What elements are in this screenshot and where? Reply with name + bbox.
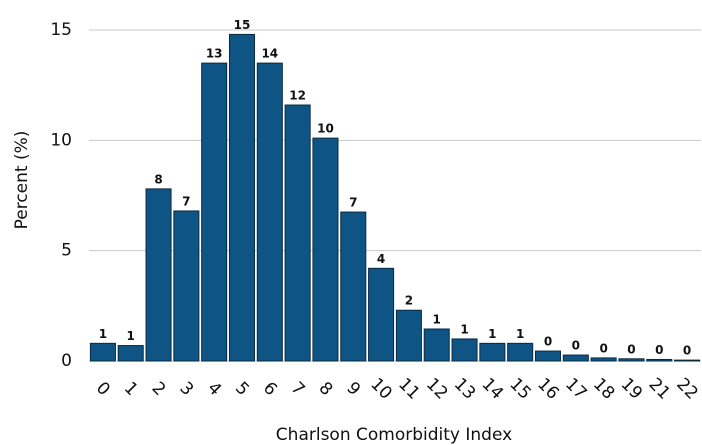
bar [145,188,172,362]
x-tick-label: 2 [148,378,170,400]
x-tick-label: 9 [342,378,364,400]
value-label: 1 [488,327,496,341]
x-tick-label: 16 [533,374,562,403]
bar [117,345,144,362]
x-tick-label: 15 [505,374,534,403]
bar [368,267,395,362]
value-label: 15 [234,18,251,32]
y-tick-label: 5 [61,241,72,261]
x-tick-label: 0 [92,378,114,400]
x-tick-label: 4 [203,378,225,400]
bar [173,210,200,362]
bar [340,211,367,362]
x-tick-label: 12 [422,374,451,403]
x-tick-label: 11 [394,374,423,403]
value-label: 0 [655,343,663,357]
x-tick-label: 17 [561,374,590,403]
bar [674,359,701,362]
bar [284,104,311,362]
x-tick-label: 7 [287,378,309,400]
value-label: 0 [627,342,635,356]
x-tick-label: 19 [617,374,646,403]
bar [423,328,450,362]
value-label: 1 [99,327,107,341]
bar [451,338,478,362]
bar [618,358,645,362]
value-label: 14 [261,47,278,61]
x-tick-label: 8 [315,378,337,400]
y-axis-title: Percent (%) [12,131,32,230]
bar [201,62,228,362]
y-tick-label: 15 [50,20,72,40]
x-tick-label: 21 [645,374,674,403]
x-tick-label: 5 [231,378,253,400]
bar [89,342,116,362]
value-label: 0 [599,341,607,355]
y-tick-label: 0 [61,351,72,371]
value-label: 4 [377,252,385,266]
value-label: 7 [349,196,357,210]
x-tick-label: 3 [175,378,197,400]
x-tick-label: 14 [478,374,507,403]
x-tick-label: 6 [259,378,281,400]
value-label: 1 [127,329,135,343]
bar [312,137,339,362]
value-label: 12 [289,89,306,103]
x-tick-label: 10 [366,374,395,403]
bar [507,342,534,362]
value-label: 1 [460,322,468,336]
bar [228,33,256,362]
x-tick-label: 13 [450,374,479,403]
value-label: 1 [516,327,524,341]
value-label: 7 [182,194,190,208]
bar [534,350,562,362]
value-label: 1 [433,313,441,327]
x-tick-label: 1 [120,378,142,400]
value-label: 13 [206,47,223,61]
y-tick-label: 10 [50,130,72,150]
value-label: 0 [683,344,691,358]
value-label: 10 [317,122,334,136]
bar [256,62,283,362]
x-tick-label: 22 [672,374,701,403]
bar [562,354,589,362]
bar [646,358,673,362]
value-label: 0 [572,339,580,353]
value-label: 2 [405,294,413,308]
bar [590,357,617,362]
x-axis-title: Charlson Comorbidity Index [276,425,512,445]
bar [395,309,422,362]
bar [479,342,506,362]
value-label: 0 [544,335,552,349]
value-label: 8 [154,172,162,186]
x-tick-label: 18 [589,374,618,403]
